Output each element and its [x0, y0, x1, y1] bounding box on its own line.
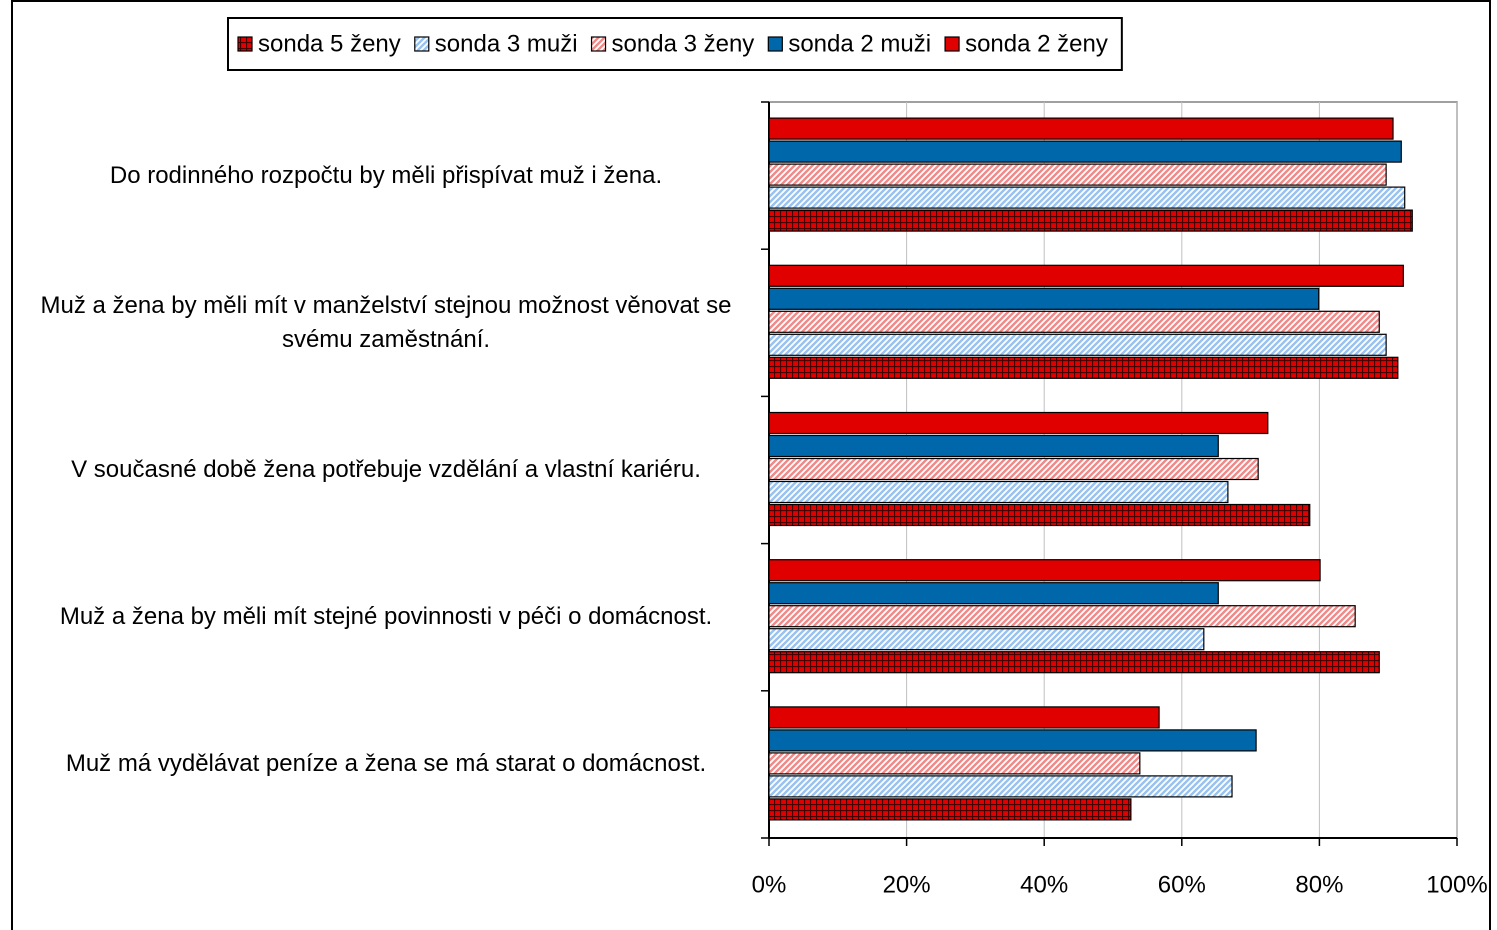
x-tick-label: 20%: [883, 871, 931, 898]
bar: [768, 706, 1160, 729]
bar: [768, 559, 1321, 582]
bar: [768, 117, 1394, 140]
x-tick-label: 80%: [1295, 871, 1343, 898]
legend-label: sonda 3 muži: [435, 30, 578, 57]
bar: [768, 752, 1141, 775]
bar: [768, 356, 1399, 379]
legend-swatch: [944, 36, 960, 52]
bar: [768, 333, 1387, 356]
bar: [768, 503, 1311, 527]
bar: [768, 186, 1406, 209]
legend-swatch: [414, 36, 430, 52]
legend-box: [227, 17, 1123, 71]
bar: [768, 140, 1402, 163]
legend-swatch: [590, 36, 607, 52]
bar: [768, 582, 1219, 605]
bar: [768, 605, 1356, 628]
x-tick-label: 40%: [1020, 871, 1068, 898]
legend-swatch: [237, 36, 253, 52]
legend-label: sonda 2 muži: [788, 30, 931, 57]
x-tick-label: 60%: [1158, 871, 1206, 898]
chart-border: [11, 0, 1491, 930]
bar: [768, 434, 1219, 458]
bar: [768, 480, 1229, 504]
bar: [768, 798, 1132, 821]
y-tick-label: V současné době žena potřebuje vzdělání …: [71, 456, 701, 483]
bar: [768, 775, 1233, 798]
bar: [768, 651, 1380, 674]
legend-label: sonda 2 ženy: [965, 30, 1108, 57]
bar: [768, 209, 1413, 232]
bar: [768, 163, 1387, 186]
bar: [768, 628, 1205, 651]
x-tick-label: 100%: [1426, 871, 1487, 898]
y-tick-label: Muž a žena by měli mít stejné povinnosti…: [59, 603, 713, 631]
y-tick-label: Do rodinného rozpočtu by měli přispívat …: [109, 161, 663, 189]
bar: [768, 457, 1259, 481]
x-tick-label: 0%: [752, 871, 787, 898]
bar: [768, 411, 1269, 435]
legend-swatch: [767, 36, 783, 52]
y-tick-label: Muž a žena by měli mít v manželství stej…: [40, 291, 732, 353]
bar: [768, 729, 1257, 752]
bar: [768, 264, 1404, 287]
legend-label: sonda 5 ženy: [258, 30, 401, 57]
y-tick-label: Muž má vydělávat peníze a žena se má sta…: [65, 750, 707, 778]
bar: [768, 287, 1320, 310]
bar: [768, 310, 1380, 333]
legend-label: sonda 3 ženy: [612, 30, 755, 57]
